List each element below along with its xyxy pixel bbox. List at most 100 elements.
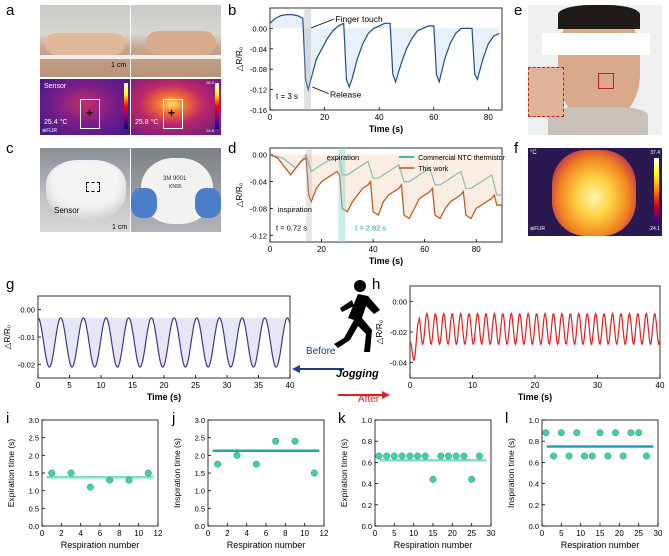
chart-l: 0 5 10 15 20 25 30 0.0 0.2 0.4 0.6 0.8 1.0 Respiratio… [506,416,663,550]
panel-letter-k: k [338,410,346,427]
y-tick-label: -0.04 [390,359,407,368]
y-tick-label: 0.5 [195,504,205,513]
colorbar-max-f: 37.4 [650,150,660,156]
x-tick-label: 10 [576,529,585,538]
plot-frame [269,7,503,111]
data-point [557,429,565,437]
x-tick-label: 25 [467,529,476,538]
data-point [106,476,114,484]
x-tick-label: 35 [254,381,263,390]
flir-logo-left: ⊕FLIR [42,128,58,134]
x-tick-label: 4 [78,529,83,538]
mask-print-2: KN95 [169,184,182,190]
x-tick-label: 2 [59,529,64,538]
x-tick-label: 40 [286,381,295,390]
x-tick-label: 15 [429,529,438,538]
y-axis-label: Inspiration time (s) [506,438,516,508]
y-tick-label: 1.0 [29,487,39,496]
panel-letter-i: i [6,410,10,427]
x-tick-label: 8 [117,529,122,538]
y-tick-label: 2.0 [195,451,205,460]
data-point [604,452,612,460]
annotation-arrow [310,18,335,29]
annotation-finger-touch: Finger touch [336,14,384,24]
data-point [233,451,241,459]
data-point [612,429,619,437]
colorbar-a-left [124,83,128,129]
y-axis-label: Expiration time (s) [339,439,349,508]
chart-j: 0 2 4 6 8 10 12 0.0 0.5 1.0 1.5 2.0 2.5 3.0 Respiratio… [172,416,329,550]
x-tick-label: 80 [472,245,481,254]
x-tick-label: 5 [392,529,397,538]
after-label: After [358,394,380,405]
y-axis-label: Inspiration time (s) [172,438,182,508]
x-tick-label: 0 [408,381,413,390]
x-tick-label: 10 [468,381,477,390]
y-tick-label: 0.0 [529,522,539,531]
x-tick-label: 6 [98,529,103,538]
y-tick-label: 3.0 [29,416,39,425]
crosshair-icon: + [86,106,94,120]
temp-right: 25.8 °C [135,119,159,126]
y-tick-label: -0.08 [250,65,267,74]
y-tick-label: 2.0 [29,451,39,460]
y-tick-label: 2.5 [29,434,39,443]
x-tick-label: 20 [615,529,624,538]
y-tick-label: 0.0 [195,522,205,531]
x-tick-label: 60 [420,245,429,254]
x-tick-label: 2 [225,529,230,538]
y-tick-label: 0.0 [362,522,372,531]
highlight-band [304,8,311,110]
data-point [475,452,483,460]
colorbar-f [654,158,659,222]
y-tick-label: 0.00 [252,151,267,160]
data-point [272,437,280,445]
photo-face [528,5,662,135]
y-tick-label: -0.12 [250,231,267,240]
thermal-image-left: + Sensor 25.4 °C ⊕FLIR [40,79,130,135]
plot-frame [207,419,325,527]
chart-g: 0 5 10 15 20 25 30 35 40 0.00 -0.01 -0.02 Time (s) △R… [2,295,295,402]
colorbar-min-a: 24.6 [206,128,214,133]
x-tick-label: 25 [634,529,643,538]
legend-label: Commercial NTC thermistor [418,155,505,162]
x-tick-label: 0 [268,113,273,122]
data-point [375,452,383,460]
x-axis-label: Time (s) [518,392,552,402]
photo-mask-right: 3M 9001 KN95 [131,148,221,232]
thermal-unit: °C [530,150,537,156]
scale-label-a: 1 cm [111,62,127,69]
after-arrow [338,386,390,399]
data-point [642,452,650,460]
y-tick-label: 0.8 [362,437,372,446]
annotation-inspiration: inspiration [278,205,312,214]
y-tick-label: 0.2 [362,501,372,510]
y-axis-label: △R/R₀ [2,324,12,349]
highlight-band [306,148,312,242]
x-axis-label: Time (s) [147,392,181,402]
panel-letter-e: e [514,2,523,19]
x-tick-label: 20 [317,245,326,254]
y-tick-label: -0.16 [250,106,267,115]
y-tick-label: -0.12 [250,86,267,95]
before-arrow [292,360,344,373]
x-tick-label: 40 [369,245,378,254]
x-axis-label: Time (s) [369,256,403,266]
series-fill [270,14,500,90]
data-point [48,469,56,477]
annotation-t: t = 3 s [276,92,298,101]
data-point [596,429,604,437]
photo-finger-left [40,5,130,77]
panel-letter-h: h [372,276,381,293]
y-axis-label: △R/R₀ [374,319,384,344]
data-point [398,452,406,460]
x-tick-label: 20 [531,381,540,390]
data-point [573,429,581,437]
x-tick-label: 30 [593,381,602,390]
x-tick-label: 0 [268,245,273,254]
x-tick-label: 0 [540,529,545,538]
y-tick-label: 0.8 [529,437,539,446]
data-point [125,476,133,484]
x-tick-label: 30 [654,529,663,538]
series-line-0 [269,14,500,92]
